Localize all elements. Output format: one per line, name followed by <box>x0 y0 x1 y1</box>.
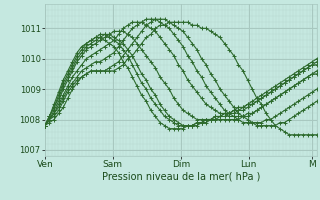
X-axis label: Pression niveau de la mer( hPa ): Pression niveau de la mer( hPa ) <box>102 172 260 182</box>
